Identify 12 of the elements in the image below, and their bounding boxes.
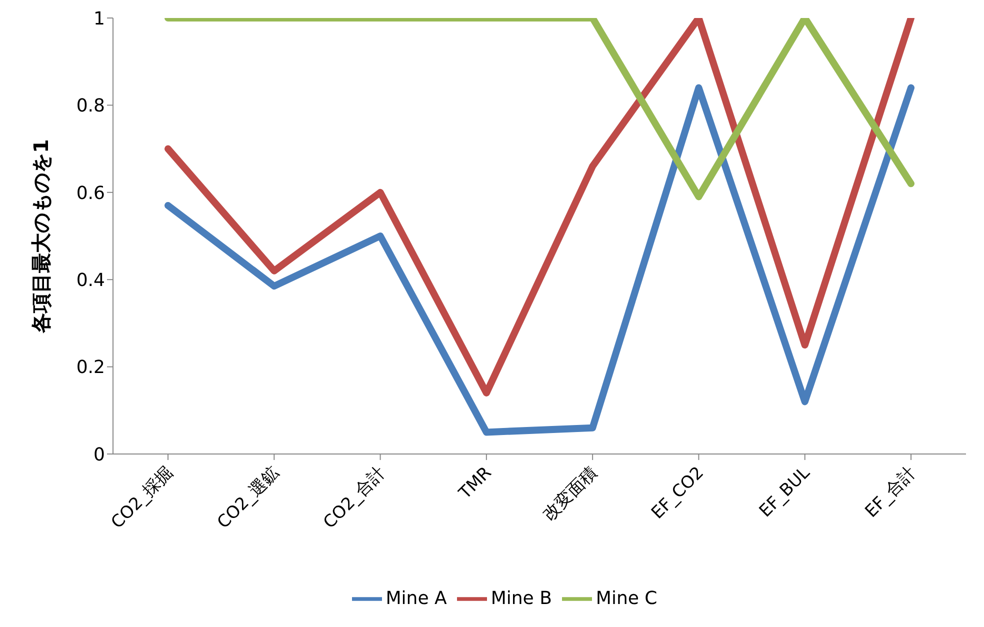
y-axis-title: 各項目最大のものを1 <box>29 139 53 334</box>
y-tick-label: 1 <box>94 8 105 30</box>
y-tick-label: 0.8 <box>76 96 105 117</box>
legend-label: Mine B <box>490 588 552 609</box>
y-tick-label: 0.6 <box>76 182 105 204</box>
legend-label: Mine A <box>386 588 447 609</box>
x-tick-label: 改変面積 <box>540 463 602 526</box>
x-tick-label: EF_合計 <box>861 463 920 522</box>
y-tick-label: 0 <box>94 444 105 466</box>
y-tick-label: 0.2 <box>76 357 105 378</box>
y-tick-label: 0.4 <box>76 270 105 291</box>
legend-label: Mine C <box>596 588 658 609</box>
